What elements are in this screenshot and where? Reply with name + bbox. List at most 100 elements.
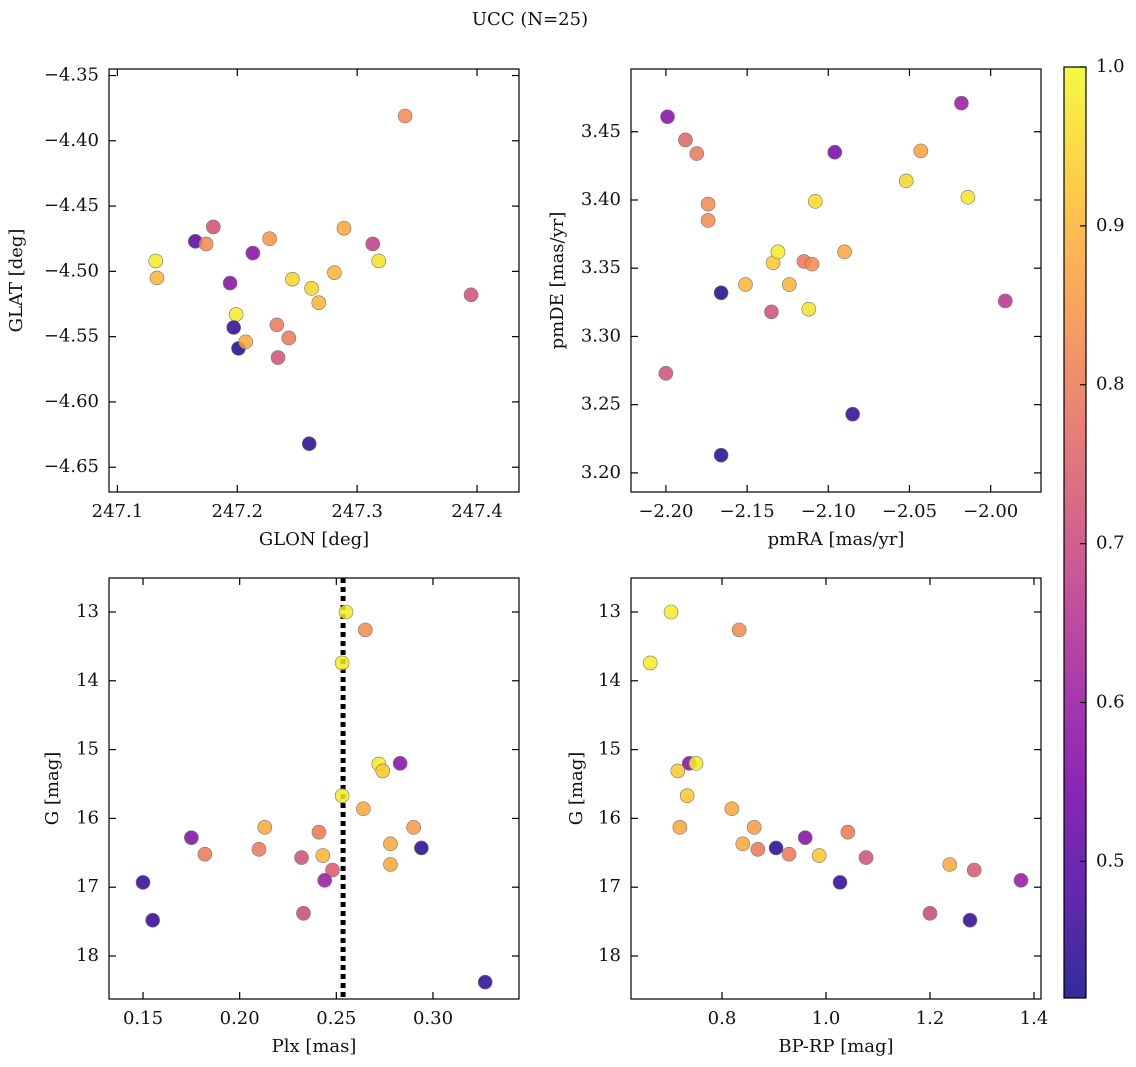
point [383, 857, 398, 872]
point [184, 830, 199, 845]
point [663, 604, 679, 620]
point [198, 236, 214, 252]
point [325, 862, 340, 878]
x-tick-label: −2.15 [720, 501, 775, 522]
point [811, 848, 827, 863]
plot-frame [108, 577, 520, 1000]
point [327, 265, 342, 280]
point [942, 857, 958, 872]
x-axis-label: Plx [mas] [272, 1036, 357, 1057]
point [317, 873, 333, 888]
y-tick-label: 3.35 [581, 257, 621, 278]
figure-title: UCC (N=25) [472, 9, 588, 30]
point [135, 875, 151, 890]
point [966, 862, 982, 878]
y-tick-label: 16 [76, 807, 99, 828]
y-tick-label: 14 [598, 670, 621, 691]
x-tick-label: 0.15 [123, 1008, 163, 1029]
point [801, 301, 817, 317]
point [678, 132, 693, 148]
point [660, 109, 675, 125]
point [397, 108, 413, 124]
point [222, 275, 238, 291]
point [679, 788, 695, 803]
y-tick-label: 15 [76, 739, 99, 760]
point [296, 906, 311, 921]
x-tick-label: −2.05 [882, 501, 937, 522]
colorbar-tick-label: 1.0 [1096, 56, 1125, 77]
point [251, 842, 267, 857]
point [285, 271, 300, 287]
point [262, 231, 277, 247]
point [840, 824, 856, 840]
y-tick-label: 3.45 [581, 121, 621, 142]
x-tick-label: 247.1 [92, 501, 144, 522]
point [205, 219, 221, 235]
x-tick-label: 0.8 [708, 1008, 737, 1029]
point [700, 196, 716, 212]
point [960, 189, 976, 205]
point [304, 281, 319, 296]
y-tick-label: 15 [598, 739, 621, 760]
x-tick-label: 247.3 [331, 501, 383, 522]
y-tick-label: 3.30 [581, 325, 621, 346]
point [197, 846, 213, 862]
colorbar-tick-label: 0.9 [1096, 215, 1125, 236]
colorbar [1064, 67, 1086, 998]
point [738, 277, 753, 292]
x-tick-label: 0.30 [413, 1008, 453, 1029]
x-axis-label: pmRA [mas/yr] [768, 529, 905, 550]
point [804, 256, 820, 272]
x-tick-label: 1.4 [1020, 1008, 1049, 1029]
point [922, 906, 938, 921]
point [837, 244, 852, 260]
point [672, 820, 688, 835]
colorbar-tick-label: 0.8 [1096, 374, 1125, 395]
point [746, 820, 762, 835]
x-tick-label: −2.00 [963, 501, 1018, 522]
point [270, 350, 286, 365]
point [148, 253, 164, 269]
point [406, 820, 421, 835]
x-tick-label: 1.2 [916, 1008, 945, 1029]
point [962, 912, 978, 928]
point [358, 622, 373, 638]
y-tick-label: −4.60 [44, 391, 99, 412]
plot-frame [630, 68, 1042, 493]
point [383, 836, 398, 852]
point [750, 842, 766, 857]
point [764, 304, 779, 320]
x-tick-label: −2.10 [801, 501, 856, 522]
y-tick-label: 3.40 [581, 189, 621, 210]
point [700, 213, 716, 228]
x-tick-label: 1.0 [812, 1008, 841, 1029]
plot-frame [630, 577, 1042, 1000]
point [797, 830, 813, 845]
x-tick-label: 0.25 [316, 1008, 356, 1029]
point [334, 788, 350, 803]
point [858, 850, 874, 865]
point [375, 763, 391, 779]
point [145, 912, 160, 928]
y-tick-label: 17 [76, 876, 99, 897]
point [688, 756, 704, 771]
point [1013, 873, 1029, 888]
x-axis-label: GLON [deg] [259, 529, 369, 550]
point [731, 622, 747, 638]
y-tick-label: 16 [598, 807, 621, 828]
y-tick-label: 17 [598, 876, 621, 897]
point [365, 236, 381, 252]
point [149, 270, 165, 286]
point [658, 365, 674, 381]
point [228, 307, 244, 322]
point [334, 655, 350, 671]
y-axis-label: G [mag] [566, 752, 587, 825]
y-axis-label: pmDE [mas/yr] [547, 212, 568, 350]
point [257, 820, 273, 835]
y-tick-label: 13 [76, 601, 99, 622]
point [770, 244, 786, 260]
point [414, 840, 429, 856]
y-tick-label: 3.25 [581, 394, 621, 415]
point [807, 194, 823, 209]
